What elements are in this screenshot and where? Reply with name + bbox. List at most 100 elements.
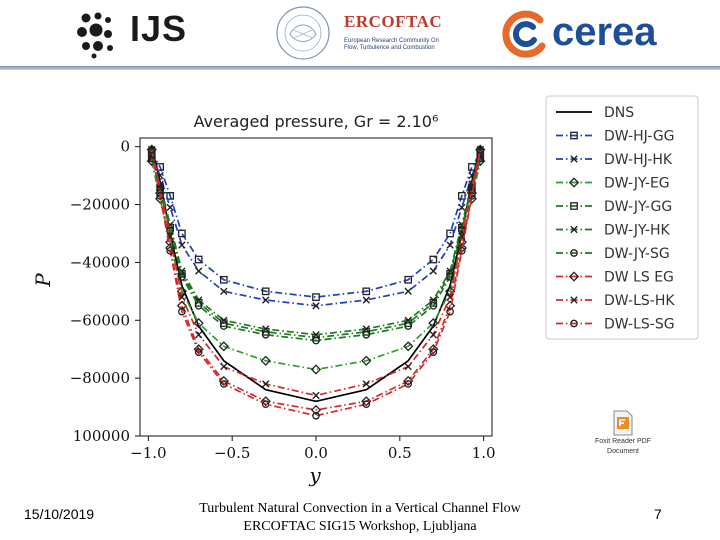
footer-title-line-2: ERCOFTAC SIG15 Workshop, Ljubljana — [243, 519, 477, 534]
data-point — [429, 331, 438, 339]
data-point — [178, 273, 186, 281]
data-point — [404, 287, 412, 296]
data-point — [468, 192, 476, 200]
data-point — [147, 145, 156, 154]
data-point — [178, 293, 186, 301]
ercoftac-seal-icon — [276, 6, 330, 60]
legend-marker — [570, 155, 578, 163]
data-point — [362, 296, 370, 304]
legend-marker — [570, 131, 578, 140]
legend-marker — [570, 319, 578, 328]
data-point — [166, 192, 175, 200]
legend-marker — [568, 177, 580, 188]
data-point — [178, 241, 186, 249]
data-point — [444, 300, 456, 311]
series-dw-jy-gg — [147, 154, 485, 342]
data-point — [312, 302, 320, 310]
data-point — [404, 380, 413, 388]
data-point — [362, 380, 370, 388]
series-dw-hj-hk — [148, 151, 484, 310]
data-point — [312, 331, 320, 339]
legend-label: DW-LS-HK — [604, 293, 675, 309]
data-point — [429, 348, 438, 356]
legend-label: DW-HJ-HK — [604, 152, 673, 168]
legend-frame — [545, 95, 699, 340]
data-point — [404, 316, 412, 324]
x-tick-label: −0.5 — [214, 444, 250, 462]
data-point — [312, 411, 320, 420]
data-point — [466, 187, 478, 199]
data-point — [219, 275, 228, 284]
x-axis-label: y — [308, 463, 321, 487]
data-point — [310, 364, 322, 375]
data-point — [194, 331, 203, 339]
data-point — [156, 163, 164, 171]
x-tick-label: −1.0 — [130, 444, 166, 462]
legend-label: DW-LS-SG — [604, 317, 675, 333]
data-point — [220, 287, 228, 296]
data-point — [429, 255, 438, 264]
data-point — [261, 400, 270, 409]
y-tick-label: −40000 — [70, 253, 130, 271]
series-dw-ls-sg — [147, 145, 485, 420]
data-point — [219, 380, 228, 388]
y-tick-label: −20000 — [70, 196, 130, 214]
legend-marker — [568, 271, 580, 282]
legend-label: DNS — [604, 105, 634, 121]
series-line — [150, 149, 482, 417]
legend-label: DW-HJ-GG — [604, 129, 675, 145]
axis-ticks: −1.0 −0.5 0.0 0.5 1.0 0 −20000 −40000 −60000 −800… — [70, 138, 496, 462]
legend-label: DW-JY-EG — [604, 176, 670, 192]
legend-label: DW-JY-SG — [604, 246, 670, 262]
data-point — [262, 296, 270, 304]
data-point — [362, 287, 371, 296]
data-point — [446, 267, 454, 275]
data-point — [260, 396, 271, 407]
series-line — [150, 152, 482, 298]
ijs-logo-label: IJS — [130, 8, 188, 49]
data-point — [261, 287, 270, 296]
pressure-chart: Averaged pressure, Gr = 2.10⁶ −1.0 −0.5 0.… — [31, 95, 699, 487]
data-point — [312, 293, 320, 301]
series-line — [150, 149, 482, 411]
legend-marker — [570, 202, 578, 210]
slide-number: 7 — [654, 506, 662, 522]
series-dw-jy-hk — [148, 154, 484, 339]
data-point — [446, 307, 454, 316]
data-point — [476, 145, 485, 154]
data-point — [156, 192, 164, 200]
data-point — [404, 275, 413, 284]
data-point — [362, 325, 370, 333]
legend-label: DW-JY-GG — [604, 199, 672, 215]
data-point — [457, 246, 466, 255]
series-line — [150, 155, 482, 307]
footer-title-line-1: Turbulent Natural Convection in a Vertic… — [199, 501, 521, 516]
pdf-attachment[interactable]: Foxit Reader PDF Document — [586, 410, 660, 466]
data-point — [310, 404, 322, 416]
data-point — [166, 246, 175, 255]
foxit-pdf-icon — [613, 410, 633, 436]
legend-label: DW LS EG — [604, 270, 674, 286]
footer-date: 15/10/2019 — [24, 506, 95, 522]
data-point — [219, 322, 228, 330]
plot-frame — [139, 137, 493, 437]
data-point — [218, 341, 229, 352]
data-point — [178, 267, 186, 275]
data-point — [260, 355, 271, 366]
ercoftac-label: ERCOFTAC — [344, 12, 443, 31]
data-point — [312, 336, 320, 345]
series-dns — [150, 146, 482, 403]
pdf-attachment-label: Foxit Reader PDF — [594, 438, 652, 445]
data-point — [165, 237, 176, 248]
y-tick-label: 0 — [120, 138, 130, 156]
y-axis-label: P — [31, 273, 55, 288]
y-tick-label: 100000 — [73, 427, 130, 445]
data-point — [193, 318, 204, 329]
ercoftac-tagline: European Research Community On Flow, Tur… — [344, 38, 440, 51]
ercoftac-logo: ERCOFTAC European Research Community On … — [272, 4, 452, 64]
cerea-logo: cerea — [500, 6, 680, 62]
series-line — [150, 158, 482, 342]
data-point — [404, 322, 413, 330]
y-tick-label: −60000 — [70, 311, 130, 329]
cerea-swirl-icon — [502, 10, 546, 58]
